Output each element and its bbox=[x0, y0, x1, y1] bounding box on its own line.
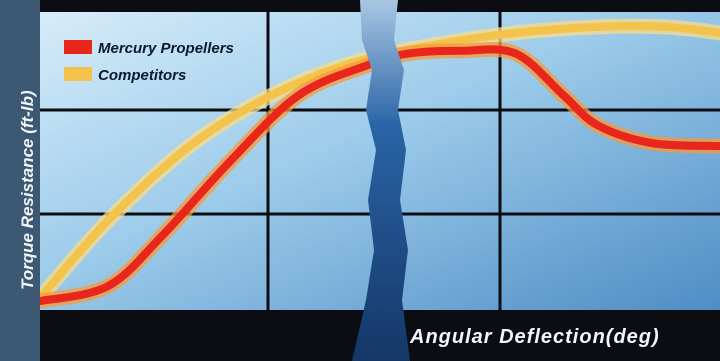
legend-label-mercury: Mercury Propellers bbox=[98, 40, 234, 57]
legend-label-competitors: Competitors bbox=[98, 67, 186, 84]
legend-swatch-competitors bbox=[64, 67, 92, 81]
y-axis-band bbox=[0, 0, 40, 361]
chart-crack bbox=[352, 0, 410, 361]
legend: Mercury Propellers Competitors bbox=[64, 40, 234, 84]
y-axis-label: Torque Resistance (ft-lb) bbox=[18, 90, 37, 290]
legend-swatch-mercury bbox=[64, 40, 92, 54]
x-axis-label: Angular Deflection(deg) bbox=[409, 326, 660, 348]
